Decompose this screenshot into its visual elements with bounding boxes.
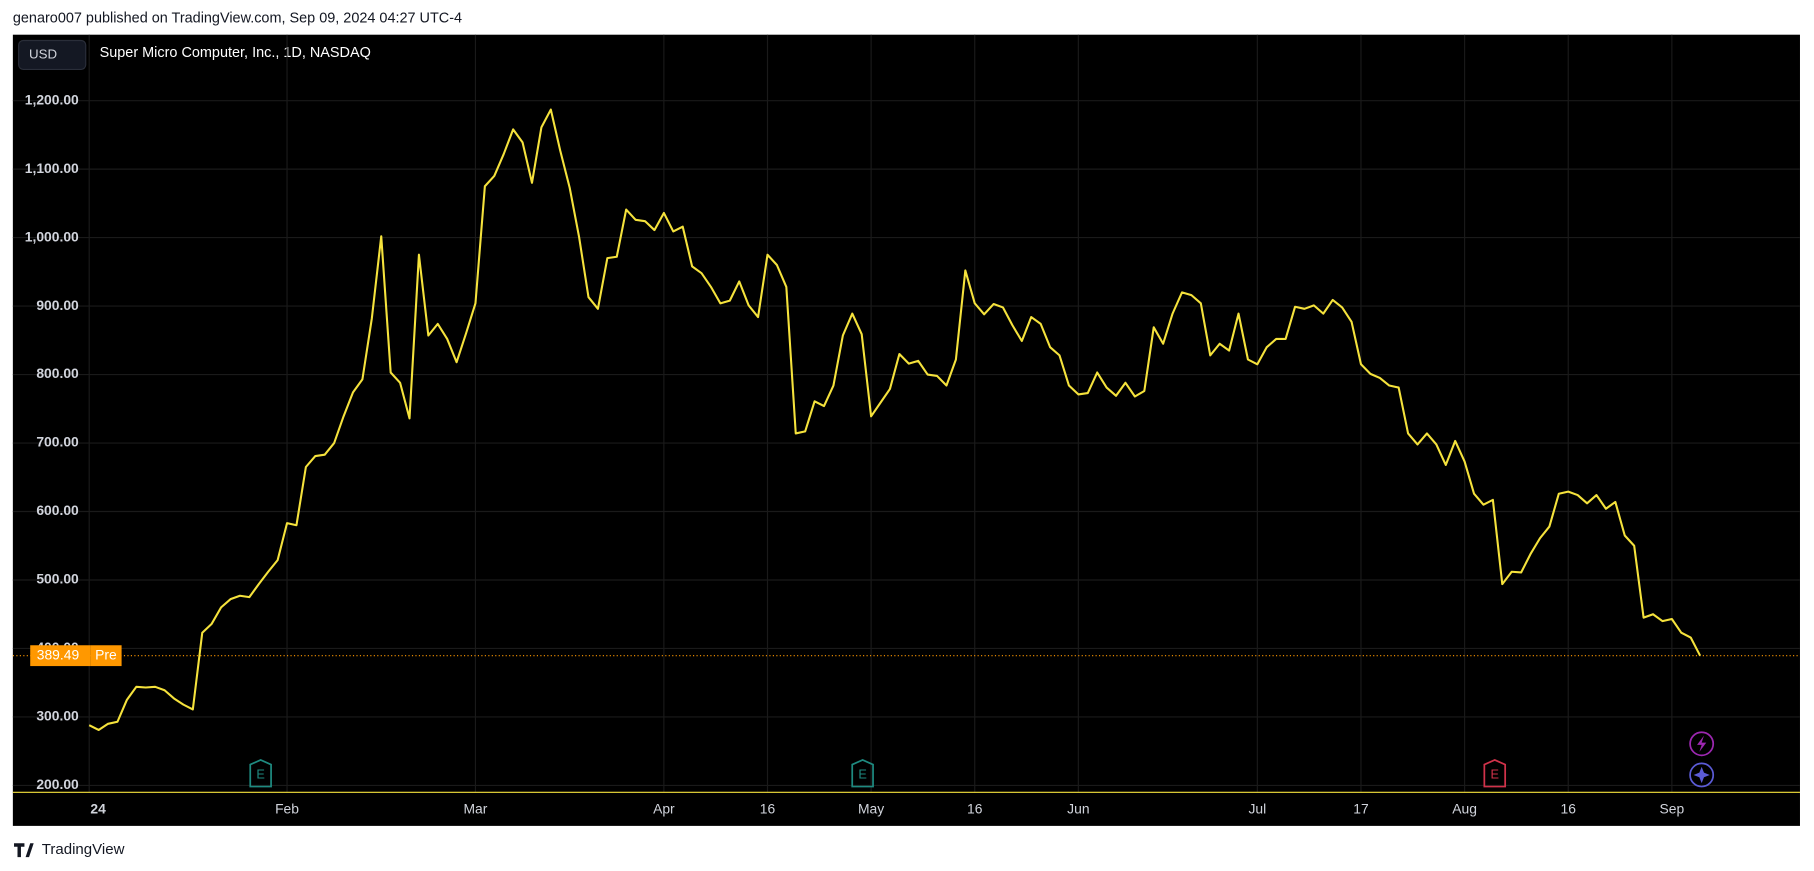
y-tick-label: 800.00: [36, 365, 79, 381]
last-price-tag: [30, 645, 91, 667]
event-icon: [1689, 762, 1715, 788]
y-tick-label: 700.00: [36, 434, 79, 450]
event-icon-glyph: [1693, 766, 1710, 784]
chart-panel: [12, 34, 1800, 826]
y-tick-label: 1,000.00: [25, 228, 79, 244]
x-tick-label: 16: [1561, 800, 1577, 816]
x-tick-label: May: [858, 800, 884, 816]
y-tick-label: 600.00: [36, 502, 79, 518]
header: genaro007 published on TradingView.com, …: [13, 10, 462, 26]
earnings-label: E: [858, 766, 866, 781]
price-line: [88, 108, 1702, 732]
event-icon-glyph: [1697, 735, 1707, 752]
y-tick-label: 1,100.00: [25, 160, 79, 176]
y-tick-label: 900.00: [36, 297, 79, 313]
earnings-label: E: [1491, 766, 1499, 781]
y-tick-label: 1,200.00: [25, 91, 79, 107]
grid: [12, 34, 1800, 793]
tradingview-logo: [14, 843, 34, 858]
x-tick-label: Jun: [1067, 800, 1089, 816]
x-tick-label: 24: [90, 800, 106, 816]
y-tick-label: 300.00: [36, 708, 79, 724]
pre-label: Pre: [95, 646, 117, 662]
event-icon: [1689, 731, 1715, 757]
y-tick-label: 200.00: [36, 776, 79, 792]
chart-title: Super Micro Computer, Inc., 1D, NASDAQ: [100, 45, 371, 61]
currency-label: USD: [29, 46, 57, 61]
last-price-label: 389.49: [37, 646, 80, 662]
x-tick-label: Feb: [275, 800, 299, 816]
footer: TradingView: [42, 841, 125, 858]
x-tick-label: Sep: [1660, 800, 1685, 816]
x-tick-label: 17: [1353, 800, 1369, 816]
x-tick-label: Jul: [1248, 800, 1266, 816]
currency-button[interactable]: [18, 39, 87, 70]
x-tick-label: 16: [967, 800, 983, 816]
earnings-label: E: [256, 766, 264, 781]
earnings-marker: [249, 759, 272, 788]
earnings-marker: [851, 759, 874, 788]
pre-tag: [90, 645, 122, 667]
x-tick-label: Apr: [653, 800, 675, 816]
x-tick-label: Aug: [1452, 800, 1477, 816]
y-tick-label: 500.00: [36, 571, 79, 587]
earnings-marker: [1483, 759, 1507, 788]
x-tick-label: 16: [760, 800, 776, 816]
x-tick-label: Mar: [463, 800, 487, 816]
